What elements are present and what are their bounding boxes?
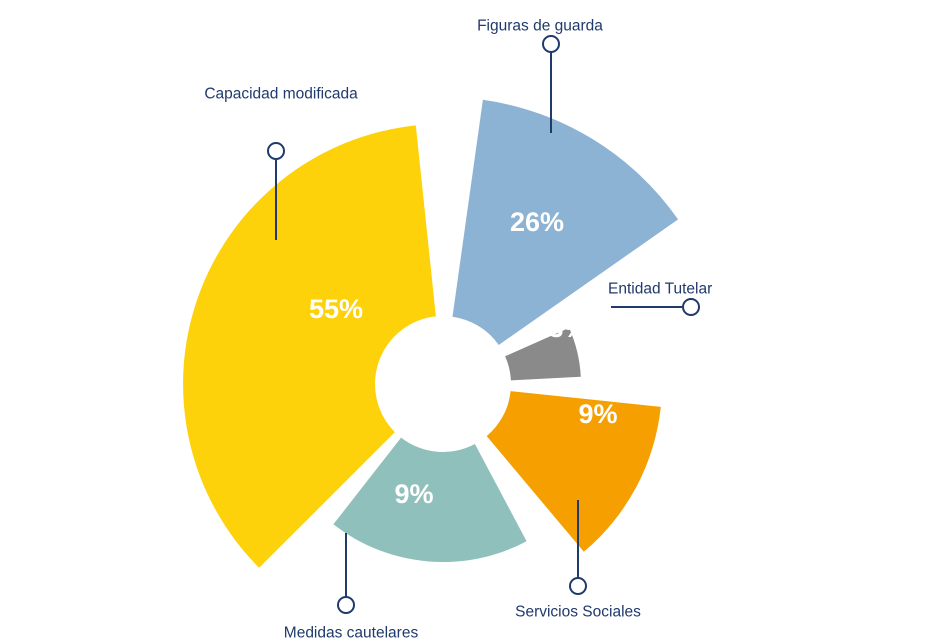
category-label-figuras-de-guarda: Figuras de guarda: [477, 18, 603, 35]
category-labels: Figuras de guarda Entidad Tutelar Servicio…: [204, 18, 712, 642]
leader-dot-entidad-tutelar: [682, 298, 700, 316]
chart-slices: [183, 99, 679, 568]
leader-dot-capacidad-modificada: [267, 142, 285, 160]
category-label-entidad-tutelar: Entidad Tutelar: [608, 281, 712, 298]
category-label-servicios-sociales: Servicios Sociales: [515, 604, 641, 621]
category-label-medidas-cautelares: Medidas cautelares: [284, 625, 419, 642]
pct-label-figuras-de-guarda: 26%: [510, 207, 564, 237]
slice-figuras-de-guarda: [452, 99, 679, 345]
slice-capacidad-modificada: [183, 125, 436, 568]
leader-dot-servicios-sociales: [569, 577, 587, 595]
category-label-capacidad-modificada: Capacidad modificada: [204, 86, 358, 103]
pct-label-servicios-sociales: 9%: [578, 399, 617, 429]
pct-label-medidas-cautelares: 9%: [394, 479, 433, 509]
leader-dot-medidas-cautelares: [337, 596, 355, 614]
leader-dot-figuras-de-guarda: [542, 35, 560, 53]
pct-label-entidad-tutelar: 3%: [548, 313, 587, 343]
slice-medidas-cautelares: [333, 437, 527, 563]
pct-label-capacidad-modificada: 55%: [309, 294, 363, 324]
leader-lines: [267, 35, 700, 614]
slice-servicios-sociales: [486, 391, 661, 552]
slice-entidad-tutelar: [505, 327, 581, 381]
percentage-labels: 26% 3% 9% 9% 55%: [309, 207, 618, 509]
